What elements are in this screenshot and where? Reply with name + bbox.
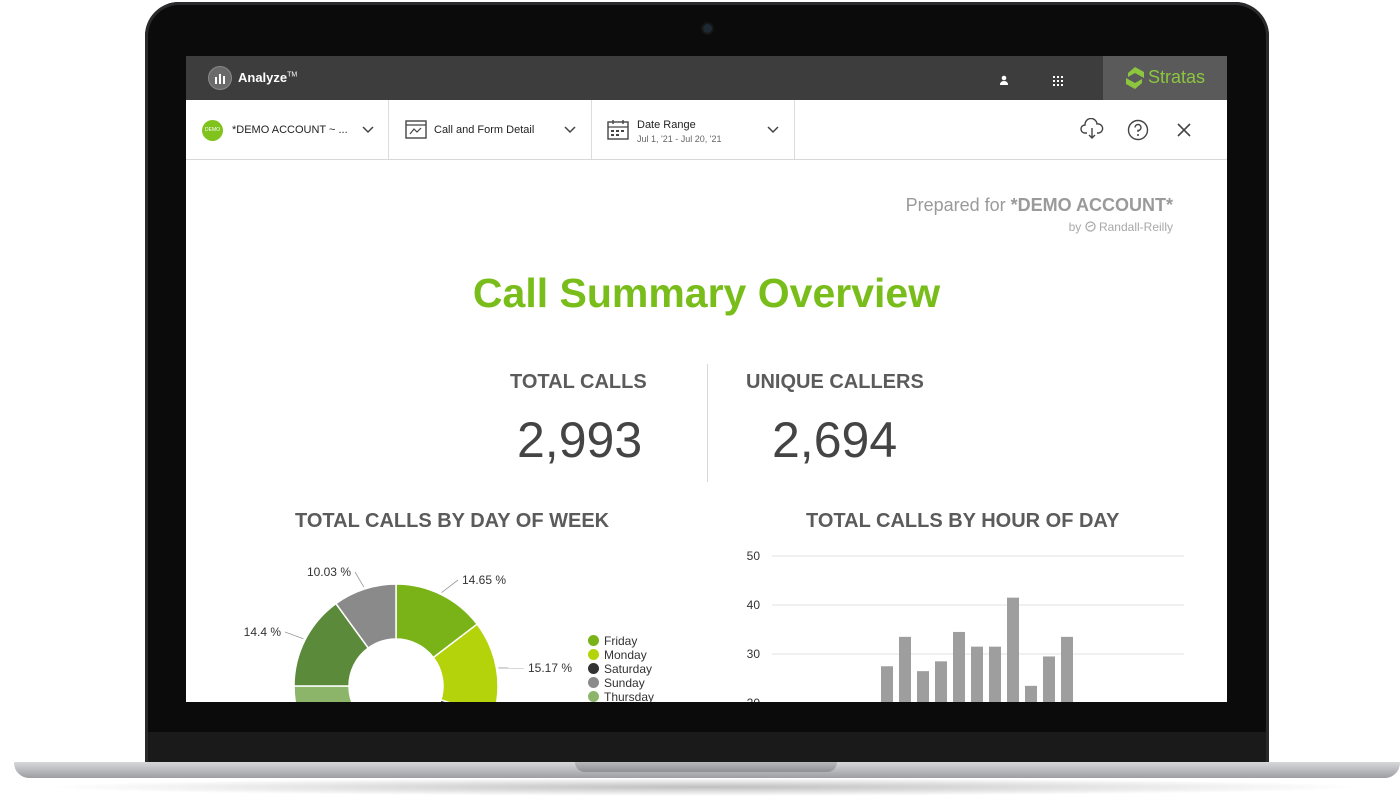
prepared-by: by Randall-Reilly xyxy=(1068,220,1173,234)
bar[interactable] xyxy=(917,671,929,702)
bar[interactable] xyxy=(935,661,947,702)
randall-reilly-logo-icon xyxy=(1084,221,1096,232)
slice-monday[interactable] xyxy=(432,623,499,702)
account-selector[interactable]: DEMO *DEMO ACCOUNT ~ ... xyxy=(186,100,389,159)
unique-callers-label: UNIQUE CALLERS xyxy=(746,371,924,393)
chevron-down-icon xyxy=(564,126,576,134)
chevron-down-icon xyxy=(362,126,374,134)
report-icon xyxy=(405,120,427,139)
camera xyxy=(703,24,712,33)
legend-dot xyxy=(588,663,599,674)
analyze-logo-icon[interactable] xyxy=(208,66,232,90)
bar[interactable] xyxy=(1025,685,1037,702)
legend-dot xyxy=(588,635,599,646)
slice-label: 14.4 % xyxy=(244,625,282,639)
account-badge: DEMO xyxy=(202,120,223,141)
account-label: *DEMO ACCOUNT ~ ... xyxy=(232,124,348,136)
y-tick-label: 40 xyxy=(747,598,761,612)
calendar-icon xyxy=(607,120,629,140)
total-calls-label: TOTAL CALLS xyxy=(510,371,647,393)
slice-label: 14.65 % xyxy=(462,573,506,587)
bar[interactable] xyxy=(953,631,965,702)
y-tick-label: 30 xyxy=(747,647,761,661)
laptop-shadow xyxy=(40,778,1370,796)
date-range-label: Date Range xyxy=(637,119,696,131)
slice-label: 10.03 % xyxy=(307,565,351,579)
bar[interactable] xyxy=(1061,636,1073,702)
hour-of-day-chart-title: TOTAL CALLS BY HOUR OF DAY xyxy=(806,510,1120,532)
y-tick-label: 50 xyxy=(747,549,761,563)
brand-name: Stratas xyxy=(1148,67,1206,87)
y-tick-label: 20 xyxy=(747,696,761,702)
laptop-base-notch xyxy=(575,762,837,772)
date-range-value: Jul 1, '21 - Jul 20, '21 xyxy=(637,134,722,144)
app-name: AnalyzeTM xyxy=(238,70,298,85)
report-label: Call and Form Detail xyxy=(434,124,535,136)
user-icon[interactable] xyxy=(999,72,1009,90)
apps-grid-icon[interactable] xyxy=(1053,73,1063,91)
report-selector[interactable]: Call and Form Detail xyxy=(389,100,592,159)
bar[interactable] xyxy=(1007,597,1019,702)
unique-callers-value: 2,694 xyxy=(772,412,898,468)
bar[interactable] xyxy=(1043,656,1055,702)
screen: AnalyzeTM Stratas DEMO *DEMO ACC xyxy=(186,56,1227,702)
slice-leader-line xyxy=(284,631,304,640)
top-bar: AnalyzeTM Stratas xyxy=(186,56,1227,100)
bar[interactable] xyxy=(989,646,1001,702)
slice-label: 15.17 % xyxy=(528,661,572,675)
legend-dot xyxy=(588,649,599,660)
day-of-week-chart-title: TOTAL CALLS BY DAY OF WEEK xyxy=(295,510,610,532)
stratas-logo-icon xyxy=(1126,67,1144,89)
legend-dot xyxy=(588,677,599,688)
slice-leader-line xyxy=(441,579,459,593)
bar[interactable] xyxy=(899,636,911,702)
close-icon[interactable] xyxy=(1177,123,1191,137)
help-icon[interactable] xyxy=(1127,119,1149,141)
bar[interactable] xyxy=(971,646,983,702)
slice-leader-line xyxy=(354,571,365,588)
stat-divider xyxy=(707,364,708,482)
total-calls-value: 2,993 xyxy=(517,412,643,468)
chevron-down-icon xyxy=(767,126,779,134)
toolbar: DEMO *DEMO ACCOUNT ~ ... Call and Form D… xyxy=(186,100,1227,160)
legend-dot xyxy=(588,691,599,702)
day-of-week-donut-chart: 14.65 % 15.17 % 14.4 % 10.03 % xyxy=(244,565,572,702)
prepared-for: Prepared for *DEMO ACCOUNT* xyxy=(905,195,1173,215)
brand-area[interactable]: Stratas xyxy=(1103,56,1227,100)
page-title: Call Summary Overview xyxy=(472,270,941,316)
slice-sunday[interactable] xyxy=(334,583,397,650)
bar[interactable] xyxy=(881,666,893,702)
date-range-selector[interactable]: Date Range Jul 1, '21 - Jul 20, '21 xyxy=(592,100,795,159)
slice-saturday[interactable] xyxy=(408,699,493,702)
cloud-download-icon[interactable] xyxy=(1080,118,1104,140)
slice-thursday-b[interactable] xyxy=(293,685,367,702)
hour-of-day-bar-chart: 50 40 30 20 xyxy=(747,549,1184,702)
laptop-chin xyxy=(148,732,1266,762)
